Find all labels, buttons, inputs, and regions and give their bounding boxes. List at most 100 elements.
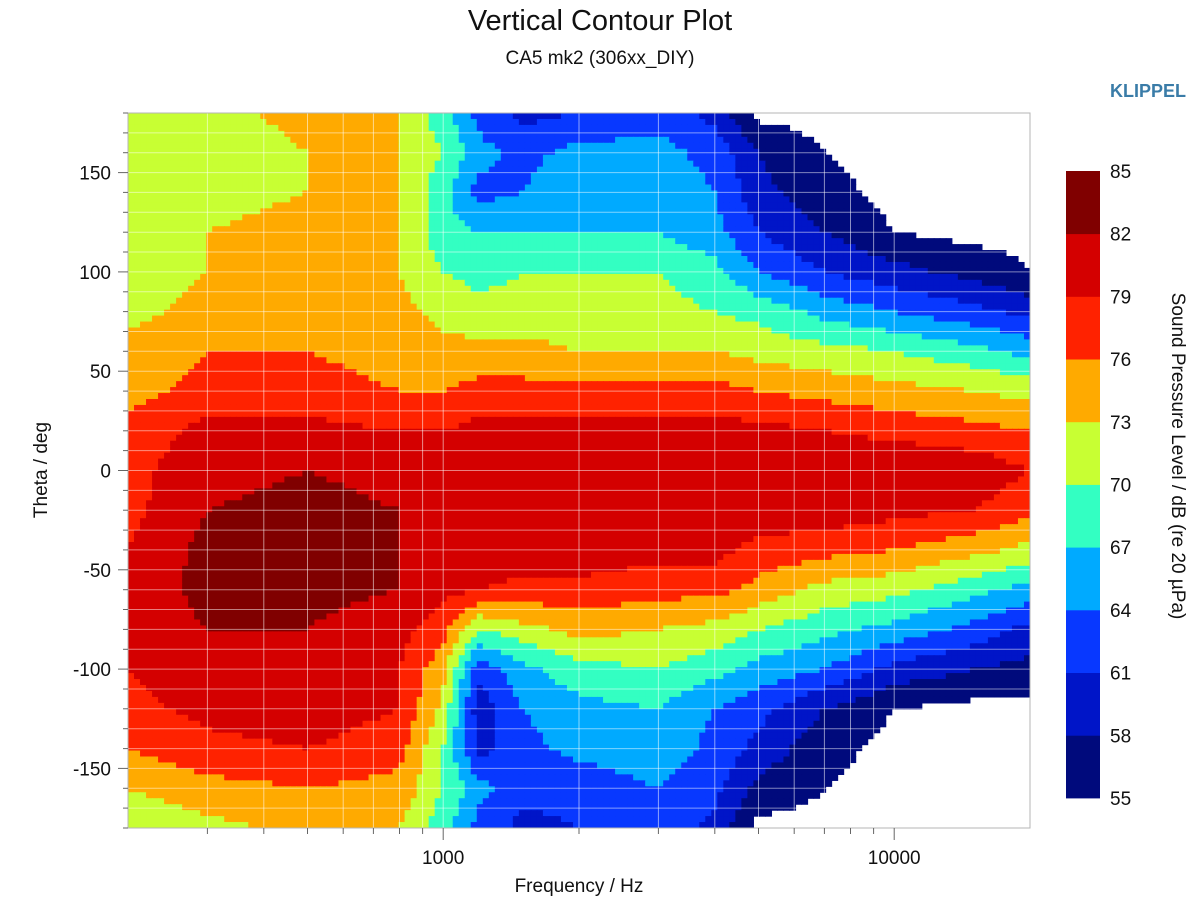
contour-cell — [242, 166, 249, 174]
contour-cell — [945, 273, 953, 281]
contour-cell — [230, 172, 237, 180]
contour-cell — [488, 303, 496, 311]
contour-cell — [296, 160, 303, 168]
contour-cell — [585, 214, 592, 221]
contour-cell — [506, 291, 514, 299]
contour-cell — [813, 244, 821, 251]
contour-cell — [639, 130, 646, 138]
contour-cell — [482, 113, 490, 120]
contour-cell — [200, 291, 207, 299]
contour-cell — [290, 244, 297, 251]
contour-cell — [609, 261, 616, 269]
contour-cell — [188, 166, 195, 174]
contour-cell — [536, 291, 544, 299]
contour-cell — [452, 273, 460, 281]
contour-cell — [675, 220, 682, 227]
contour-cell — [332, 184, 340, 192]
contour-cell — [266, 190, 273, 198]
contour-cell — [825, 178, 833, 186]
contour-cell — [777, 244, 785, 251]
contour-cell — [446, 226, 454, 233]
contour-cell — [843, 178, 851, 186]
contour-cell — [494, 297, 502, 305]
contour-cell — [278, 184, 285, 192]
contour-cell — [512, 154, 520, 162]
contour-cell — [801, 154, 809, 162]
contour-cell — [633, 279, 640, 287]
contour-cell — [915, 321, 923, 329]
contour-cell — [1011, 267, 1019, 275]
contour-cell — [921, 321, 929, 329]
contour-cell — [789, 327, 797, 335]
contour-cell — [753, 172, 760, 180]
contour-cell — [200, 208, 207, 215]
contour-cell — [410, 154, 418, 162]
contour-cell — [777, 232, 785, 239]
contour-cell — [771, 297, 779, 305]
contour-cell — [807, 309, 815, 317]
contour-cell — [464, 315, 472, 323]
contour-cell — [867, 291, 875, 299]
contour-cell — [296, 214, 303, 221]
contour-cell — [542, 148, 550, 156]
contour-cell — [741, 250, 748, 257]
contour-cell — [825, 238, 833, 245]
contour-cell — [1011, 256, 1019, 263]
contour-cell — [723, 303, 730, 311]
contour-cell — [512, 315, 520, 323]
contour-cell — [194, 113, 201, 120]
contour-cell — [194, 238, 201, 245]
contour-cell — [224, 232, 231, 239]
contour-cell — [566, 333, 574, 341]
contour-cell — [284, 172, 291, 180]
contour-cell — [657, 178, 664, 186]
contour-cell — [458, 124, 466, 132]
contour-cell — [927, 256, 935, 263]
contour-cell — [194, 232, 201, 239]
contour-cell — [783, 291, 791, 299]
contour-cell — [735, 190, 742, 198]
contour-cell — [609, 172, 616, 180]
contour-cell — [548, 136, 556, 144]
contour-cell — [392, 136, 400, 144]
contour-cell — [320, 208, 328, 215]
contour-cell — [428, 214, 436, 221]
contour-cell — [681, 303, 688, 311]
contour-cell — [542, 208, 550, 215]
contour-cell — [428, 226, 436, 233]
contour-cell — [266, 238, 273, 245]
contour-cell — [488, 208, 496, 215]
contour-cell — [506, 124, 514, 132]
contour-cell — [386, 232, 394, 239]
contour-cell — [783, 202, 791, 209]
contour-cell — [374, 220, 382, 227]
contour-cell — [633, 267, 640, 275]
contour-cell — [651, 267, 658, 275]
contour-cell — [566, 154, 574, 162]
contour-cell — [819, 178, 827, 186]
contour-cell — [843, 303, 851, 311]
contour-cell — [729, 327, 736, 335]
contour-cell — [482, 244, 490, 251]
contour-cell — [927, 261, 935, 269]
contour-cell — [290, 190, 297, 198]
contour-cell — [212, 124, 219, 132]
contour-cell — [795, 130, 803, 138]
contour-cell — [705, 238, 712, 245]
contour-cell — [536, 154, 544, 162]
contour-cell — [843, 315, 851, 323]
contour-cell — [458, 297, 466, 305]
contour-cell — [296, 321, 303, 329]
contour-cell — [759, 327, 767, 335]
contour-cell — [669, 172, 676, 180]
contour-cell — [344, 309, 352, 317]
contour-cell — [428, 190, 436, 198]
contour-cell — [440, 154, 448, 162]
contour-cell — [386, 256, 394, 263]
contour-cell — [338, 315, 346, 323]
contour-cell — [212, 118, 219, 126]
contour-cell — [1005, 309, 1013, 317]
contour-cell — [585, 232, 592, 239]
contour-cell — [609, 303, 616, 311]
contour-cell — [464, 244, 472, 251]
